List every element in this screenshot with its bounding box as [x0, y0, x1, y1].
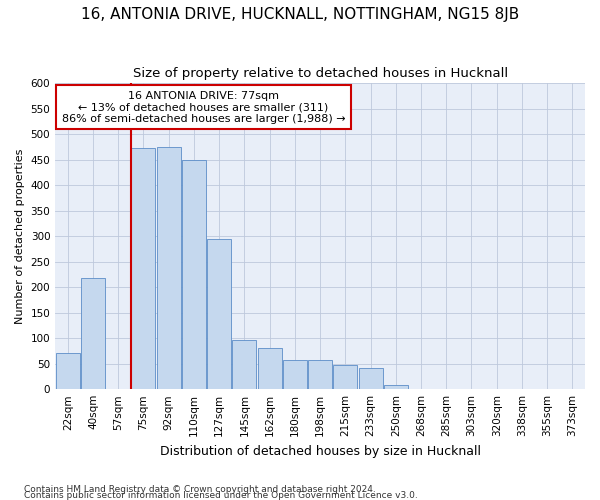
Bar [308, 360, 332, 389]
Text: Contains public sector information licensed under the Open Government Licence v3: Contains public sector information licen… [24, 491, 418, 500]
Bar [384, 384, 408, 389]
X-axis label: Distribution of detached houses by size in Hucknall: Distribution of detached houses by size … [160, 444, 481, 458]
Bar [131, 148, 155, 389]
Bar [359, 368, 383, 389]
Y-axis label: Number of detached properties: Number of detached properties [15, 148, 25, 324]
Bar [56, 354, 80, 389]
Bar [257, 348, 281, 389]
Bar [334, 365, 357, 389]
Text: 16, ANTONIA DRIVE, HUCKNALL, NOTTINGHAM, NG15 8JB: 16, ANTONIA DRIVE, HUCKNALL, NOTTINGHAM,… [81, 8, 519, 22]
Bar [283, 360, 307, 389]
Bar [207, 238, 231, 389]
Title: Size of property relative to detached houses in Hucknall: Size of property relative to detached ho… [133, 68, 508, 80]
Bar [182, 160, 206, 389]
Bar [232, 340, 256, 389]
Text: 16 ANTONIA DRIVE: 77sqm
← 13% of detached houses are smaller (311)
86% of semi-d: 16 ANTONIA DRIVE: 77sqm ← 13% of detache… [62, 90, 346, 124]
Bar [81, 278, 105, 389]
Text: Contains HM Land Registry data © Crown copyright and database right 2024.: Contains HM Land Registry data © Crown c… [24, 485, 376, 494]
Bar [157, 148, 181, 389]
